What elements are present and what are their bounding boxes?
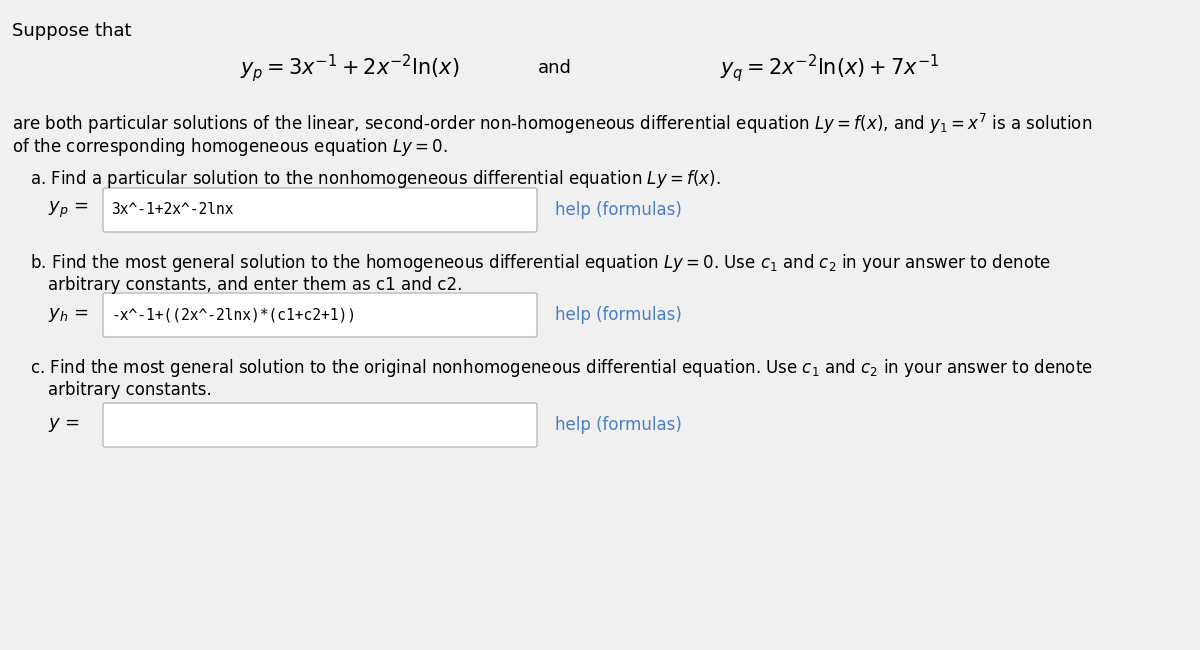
Text: $y_p = 3x^{-1} + 2x^{-2}\ln(x)$: $y_p = 3x^{-1} + 2x^{-2}\ln(x)$ xyxy=(240,52,460,84)
Text: and: and xyxy=(538,59,572,77)
Text: b. Find the most general solution to the homogeneous differential equation $Ly =: b. Find the most general solution to the… xyxy=(30,252,1051,274)
Text: $y$ =: $y$ = xyxy=(48,416,80,434)
Text: arbitrary constants, and enter them as c1 and c2.: arbitrary constants, and enter them as c… xyxy=(48,276,462,294)
Text: arbitrary constants.: arbitrary constants. xyxy=(48,381,211,399)
Text: 3x^-1+2x^-2lnx: 3x^-1+2x^-2lnx xyxy=(112,203,234,218)
Text: $y_p$ =: $y_p$ = xyxy=(48,200,89,220)
Text: help (formulas): help (formulas) xyxy=(554,416,682,434)
Text: c. Find the most general solution to the original nonhomogeneous differential eq: c. Find the most general solution to the… xyxy=(30,357,1093,379)
FancyBboxPatch shape xyxy=(103,293,538,337)
Text: $y_q = 2x^{-2}\ln(x) + 7x^{-1}$: $y_q = 2x^{-2}\ln(x) + 7x^{-1}$ xyxy=(720,52,940,84)
Text: $y_h$ =: $y_h$ = xyxy=(48,306,89,324)
Text: are both particular solutions of the linear, second-order non-homogeneous differ: are both particular solutions of the lin… xyxy=(12,112,1092,136)
Text: help (formulas): help (formulas) xyxy=(554,306,682,324)
FancyBboxPatch shape xyxy=(103,403,538,447)
Text: a. Find a particular solution to the nonhomogeneous differential equation $Ly = : a. Find a particular solution to the non… xyxy=(30,168,720,190)
Text: Suppose that: Suppose that xyxy=(12,22,132,40)
Text: -x^-1+((2x^-2lnx)*(c1+c2+1)): -x^-1+((2x^-2lnx)*(c1+c2+1)) xyxy=(112,307,356,322)
Text: help (formulas): help (formulas) xyxy=(554,201,682,219)
FancyBboxPatch shape xyxy=(103,188,538,232)
Text: of the corresponding homogeneous equation $Ly = 0$.: of the corresponding homogeneous equatio… xyxy=(12,136,448,158)
